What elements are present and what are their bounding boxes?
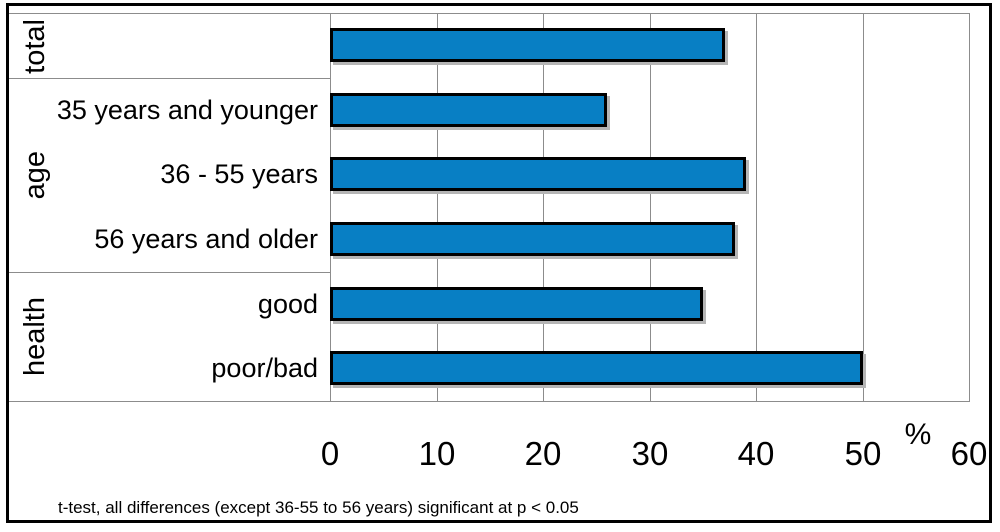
- category-label-56-and-older: 56 years and older: [94, 224, 318, 254]
- gridline-10: [437, 14, 438, 401]
- x-axis-unit-label: %: [904, 418, 932, 451]
- category-label-36-55: 36 - 55 years: [160, 159, 318, 189]
- x-tick-30: 30: [631, 435, 669, 472]
- plot-area: [330, 13, 970, 402]
- gridline-40: [756, 14, 757, 401]
- category-label-good: good: [257, 289, 318, 319]
- bar-good: [330, 287, 703, 321]
- group-label-total-wrap: total: [13, 14, 57, 78]
- bar-poor-bad: [330, 351, 863, 385]
- bar-56-and-older: [330, 222, 735, 256]
- category-label-poor-bad: poor/bad: [211, 353, 318, 383]
- gridline-30: [650, 14, 651, 401]
- x-tick-50: 50: [844, 435, 882, 472]
- gridline-50: [863, 14, 864, 401]
- group-box-health: health: [9, 273, 330, 402]
- x-tick-10: 10: [418, 435, 456, 472]
- bar-35-and-younger: [330, 93, 607, 127]
- x-tick-40: 40: [737, 435, 775, 472]
- bar-total: [330, 28, 725, 62]
- x-tick-60: 60: [950, 435, 988, 472]
- category-label-35-and-younger: 35 years and younger: [56, 95, 318, 125]
- x-tick-20: 20: [524, 435, 562, 472]
- chart-outer-frame: [6, 3, 992, 523]
- group-label-total: total: [18, 18, 51, 74]
- gridline-20: [543, 14, 544, 401]
- group-box-age: age: [9, 79, 330, 273]
- footnote: t-test, all differences (except 36-55 to…: [58, 498, 579, 517]
- x-tick-0: 0: [320, 435, 340, 472]
- category-label-column: total age health: [9, 13, 330, 402]
- bar-36-55: [330, 157, 746, 191]
- group-box-total: total: [9, 14, 330, 79]
